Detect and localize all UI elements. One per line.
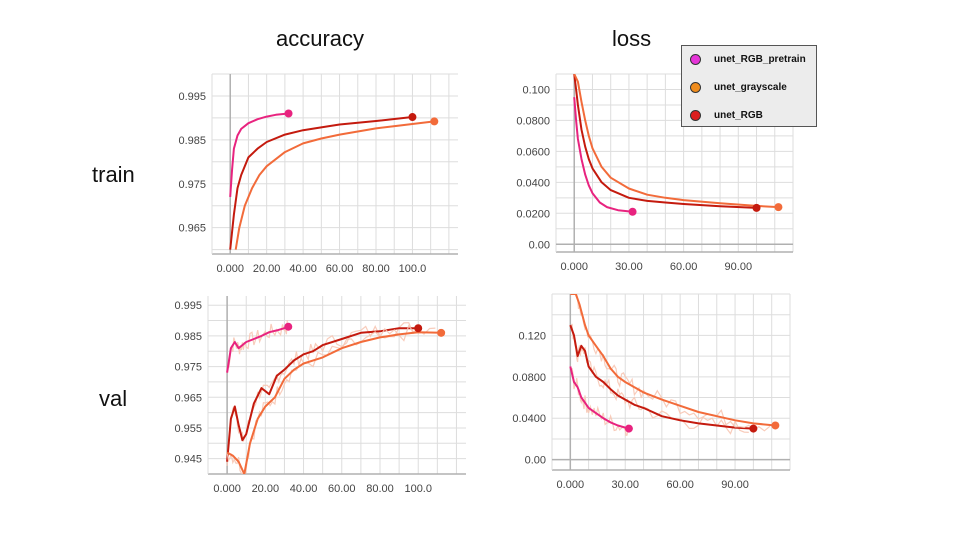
- train-accuracy-plot-area: [229, 112, 435, 250]
- val-accuracy-y-tick-label: 0.945: [174, 454, 202, 466]
- val-loss-endpoint-unet-rgb: [749, 424, 758, 433]
- val-accuracy-endpoint-unet-rgb-pretrain: [284, 322, 293, 331]
- legend-label-unet-rgb-pretrain: unet_RGB_pretrain: [714, 53, 806, 65]
- train-loss-y-tick-label: 0.0600: [516, 146, 550, 158]
- train-accuracy-x-tick-label: 40.00: [289, 263, 317, 275]
- train-accuracy-y-tick-label: 0.985: [178, 135, 206, 147]
- val-accuracy-chart: 0.000 20.00 40.00 60.00 80.00 100.0 0.995 0.985…: [174, 296, 466, 495]
- val-accuracy-y-tick-label: 0.965: [174, 392, 202, 404]
- val-loss-endpoint-unet-grayscale: [771, 421, 780, 430]
- val-loss-line-unet-grayscale: [570, 294, 776, 427]
- train-loss-x-tick-label: 0.000: [560, 261, 588, 273]
- train-loss-x-tick-label: 60.00: [670, 261, 698, 273]
- val-loss-x-tick-label: 30.00: [611, 479, 639, 491]
- val-accuracy-raw-unet-grayscale: [226, 324, 436, 474]
- train-accuracy-line-unet-grayscale: [234, 120, 435, 250]
- val-accuracy-x-tick-label: 80.00: [366, 483, 394, 495]
- train-accuracy-x-tick-label: 60.00: [326, 263, 354, 275]
- train-loss-line-unet-grayscale: [573, 74, 779, 209]
- chart-legend: unet_RGB_pretrain unet_grayscale unet_RG…: [681, 45, 817, 127]
- train-accuracy-x-tick-label: 100.0: [399, 263, 427, 275]
- train-loss-y-tick-label: 0.100: [522, 84, 550, 96]
- legend-swatch-unet-rgb: [690, 109, 701, 121]
- val-accuracy-x-tick-label: 20.00: [252, 483, 280, 495]
- train-accuracy-endpoint-unet-grayscale: [430, 117, 439, 126]
- legend-item-unet-rgb: unet_RGB: [690, 108, 763, 122]
- val-accuracy-y-tick-label: 0.995: [174, 300, 202, 312]
- train-loss-plot-area: [573, 74, 779, 213]
- loss-column-title: loss: [612, 26, 652, 51]
- legend-item-unet-rgb-pretrain: unet_RGB_pretrain: [690, 52, 806, 66]
- train-loss-line-unet-rgb-pretrain: [573, 97, 633, 213]
- accuracy-column-title: accuracy: [276, 26, 365, 51]
- val-accuracy-plot-area: [226, 320, 442, 474]
- val-accuracy-x-tick-label: 60.00: [328, 483, 356, 495]
- train-accuracy-y-tick-label: 0.975: [178, 179, 206, 191]
- val-accuracy-x-tick-label: 100.0: [404, 483, 432, 495]
- train-accuracy-x-tick-label: 80.00: [362, 263, 390, 275]
- train-accuracy-x-tick-label: 0.000: [216, 263, 244, 275]
- val-accuracy-y-tick-label: 0.985: [174, 331, 202, 343]
- val-loss-endpoint-unet-rgb-pretrain: [624, 424, 633, 433]
- val-accuracy-y-tick-label: 0.975: [174, 362, 202, 374]
- train-accuracy-line-unet-rgb-pretrain: [229, 112, 289, 197]
- val-loss-chart: 0.000 30.00 60.00 90.00 0.120 0.0800 0.0400 0.0…: [512, 293, 791, 491]
- train-loss-endpoint-unet-rgb: [752, 203, 761, 212]
- val-loss-x-tick-label: 90.00: [721, 479, 749, 491]
- val-accuracy-line-unet-rgb-pretrain: [226, 325, 289, 373]
- legend-label-unet-grayscale: unet_grayscale: [714, 81, 787, 93]
- val-accuracy-line-unet-rgb: [226, 327, 419, 462]
- val-accuracy-endpoint-unet-grayscale: [437, 328, 446, 337]
- val-loss-x-tick-label: 0.000: [557, 479, 585, 491]
- train-loss-line-unet-rgb: [573, 74, 757, 209]
- val-row-label: val: [99, 386, 128, 411]
- train-loss-y-tick-label: 0.0400: [516, 177, 550, 189]
- train-accuracy-y-tick-label: 0.995: [178, 91, 206, 103]
- val-accuracy-raw-unet-rgb-pretrain: [226, 320, 288, 373]
- train-accuracy-y-tick-label: 0.965: [178, 223, 206, 235]
- val-loss-y-tick-label: 0.0400: [512, 413, 546, 425]
- val-loss-y-tick-label: 0.120: [518, 330, 546, 342]
- legend-label-unet-rgb: unet_RGB: [714, 109, 763, 121]
- val-accuracy-y-tick-label: 0.955: [174, 423, 202, 435]
- train-loss-y-tick-label: 0.00: [529, 239, 550, 251]
- val-accuracy-line-unet-grayscale: [226, 331, 442, 474]
- val-loss-y-tick-label: 0.00: [525, 455, 546, 467]
- train-accuracy-line-unet-rgb: [229, 116, 413, 250]
- val-accuracy-x-tick-label: 40.00: [290, 483, 318, 495]
- train-loss-endpoint-unet-rgb-pretrain: [628, 207, 637, 216]
- train-row-label: train: [92, 162, 135, 187]
- val-accuracy-x-tick-label: 0.000: [213, 483, 241, 495]
- train-accuracy-chart: 0.000 20.00 40.00 60.00 80.00 100.0 0.995 0.985…: [178, 73, 458, 275]
- legend-item-unet-grayscale: unet_grayscale: [690, 80, 787, 94]
- train-loss-endpoint-unet-grayscale: [774, 203, 783, 212]
- val-loss-plot-area: [569, 294, 776, 437]
- legend-swatch-unet-grayscale: [690, 81, 701, 93]
- val-loss-line-unet-rgb-pretrain: [569, 366, 630, 430]
- val-loss-x-tick-label: 60.00: [666, 479, 694, 491]
- val-loss-y-tick-label: 0.0800: [512, 372, 546, 384]
- train-loss-x-tick-label: 90.00: [725, 261, 753, 273]
- train-loss-y-tick-label: 0.0800: [516, 115, 550, 127]
- train-loss-x-tick-label: 30.00: [615, 261, 643, 273]
- train-accuracy-endpoint-unet-rgb-pretrain: [284, 109, 293, 118]
- train-accuracy-endpoint-unet-rgb: [408, 113, 417, 122]
- train-loss-y-tick-label: 0.0200: [516, 208, 550, 220]
- train-accuracy-x-tick-label: 20.00: [253, 263, 281, 275]
- val-accuracy-endpoint-unet-rgb: [414, 324, 423, 333]
- val-accuracy-raw-unet-rgb: [226, 322, 414, 466]
- val-loss-line-unet-rgb: [569, 324, 754, 430]
- legend-swatch-unet-rgb-pretrain: [690, 53, 701, 65]
